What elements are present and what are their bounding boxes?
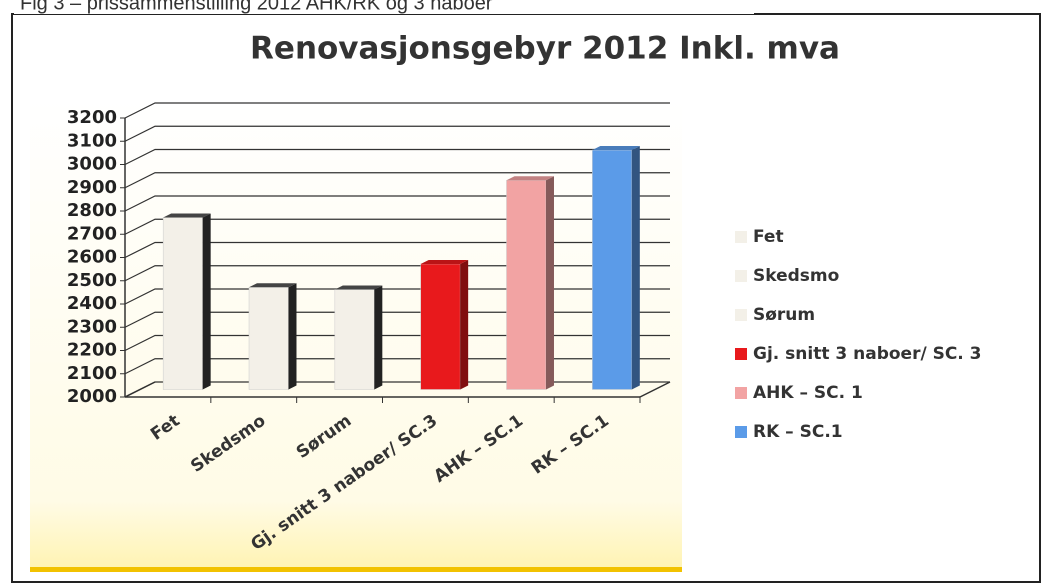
bar-front xyxy=(420,263,461,390)
y-tick-label: 3200 xyxy=(67,107,117,128)
grid-line xyxy=(124,218,670,235)
grid-line xyxy=(124,241,670,259)
legend-swatch xyxy=(735,309,747,321)
grid-line xyxy=(124,381,670,398)
caption-bg xyxy=(14,0,754,14)
bar xyxy=(592,146,640,390)
legend-swatch xyxy=(735,348,747,360)
grid-line xyxy=(124,265,670,282)
legend-label: RK – SC.1 xyxy=(753,422,843,442)
bar-front xyxy=(162,217,203,390)
legend-swatch xyxy=(735,426,747,438)
bar-front xyxy=(334,289,375,390)
legend-label: Skedsmo xyxy=(753,266,839,286)
bar-top xyxy=(420,259,469,264)
bar-front xyxy=(592,149,633,390)
grid-line xyxy=(124,334,670,352)
legend-label: Sørum xyxy=(753,305,815,325)
bar xyxy=(420,259,469,390)
bar xyxy=(162,213,211,390)
y-tick-label: 2700 xyxy=(67,223,117,244)
bar-top xyxy=(592,146,640,151)
bar xyxy=(248,283,297,390)
bar-front xyxy=(248,286,289,390)
grid-line xyxy=(124,288,670,305)
grid-line xyxy=(124,358,670,375)
y-tick-label: 2400 xyxy=(67,293,117,314)
y-tick-label: 2100 xyxy=(67,363,117,384)
bar xyxy=(506,176,554,390)
y-tick-label: 2200 xyxy=(67,340,117,361)
bar-top xyxy=(163,213,211,218)
bar xyxy=(334,285,383,390)
bar-side xyxy=(545,176,554,390)
bar-side xyxy=(374,285,383,390)
y-tick-label: 2500 xyxy=(67,270,117,291)
bar-top xyxy=(334,285,383,290)
grid-line xyxy=(124,102,670,119)
bar-top xyxy=(506,176,554,181)
legend-swatch xyxy=(735,387,747,399)
legend-label: AHK – SC. 1 xyxy=(753,383,863,403)
bar-front xyxy=(506,180,547,390)
y-tick-label: 3100 xyxy=(67,130,117,151)
legend-label: Gj. snitt 3 naboer/ SC. 3 xyxy=(753,344,982,364)
bar-side xyxy=(288,283,297,390)
legend-swatch xyxy=(735,270,747,282)
y-tick-label: 2900 xyxy=(67,177,117,198)
y-tick-label: 2300 xyxy=(67,316,117,337)
legend-swatch xyxy=(735,231,747,243)
grid-line xyxy=(124,311,670,328)
bar-side xyxy=(631,146,640,390)
bar-top xyxy=(249,283,297,288)
grid-line xyxy=(124,195,670,212)
panel-edge xyxy=(30,567,682,572)
chart-title: Renovasjonsgebyr 2012 Inkl. mva xyxy=(250,31,840,67)
grid-line xyxy=(124,172,670,189)
legend-label: Fet xyxy=(753,227,784,247)
bar-side xyxy=(460,259,469,390)
y-tick-label: 3000 xyxy=(67,154,117,175)
axis-line xyxy=(639,381,671,398)
grid-line xyxy=(124,125,670,142)
y-tick-label: 2600 xyxy=(67,247,117,268)
bar-side xyxy=(202,213,211,390)
grid-line xyxy=(124,148,670,166)
y-tick-label: 2800 xyxy=(67,200,117,221)
caption: Fig 3 – prissammenstilling 2012 AHK/RK o… xyxy=(20,0,493,14)
y-tick-label: 2000 xyxy=(67,386,117,407)
